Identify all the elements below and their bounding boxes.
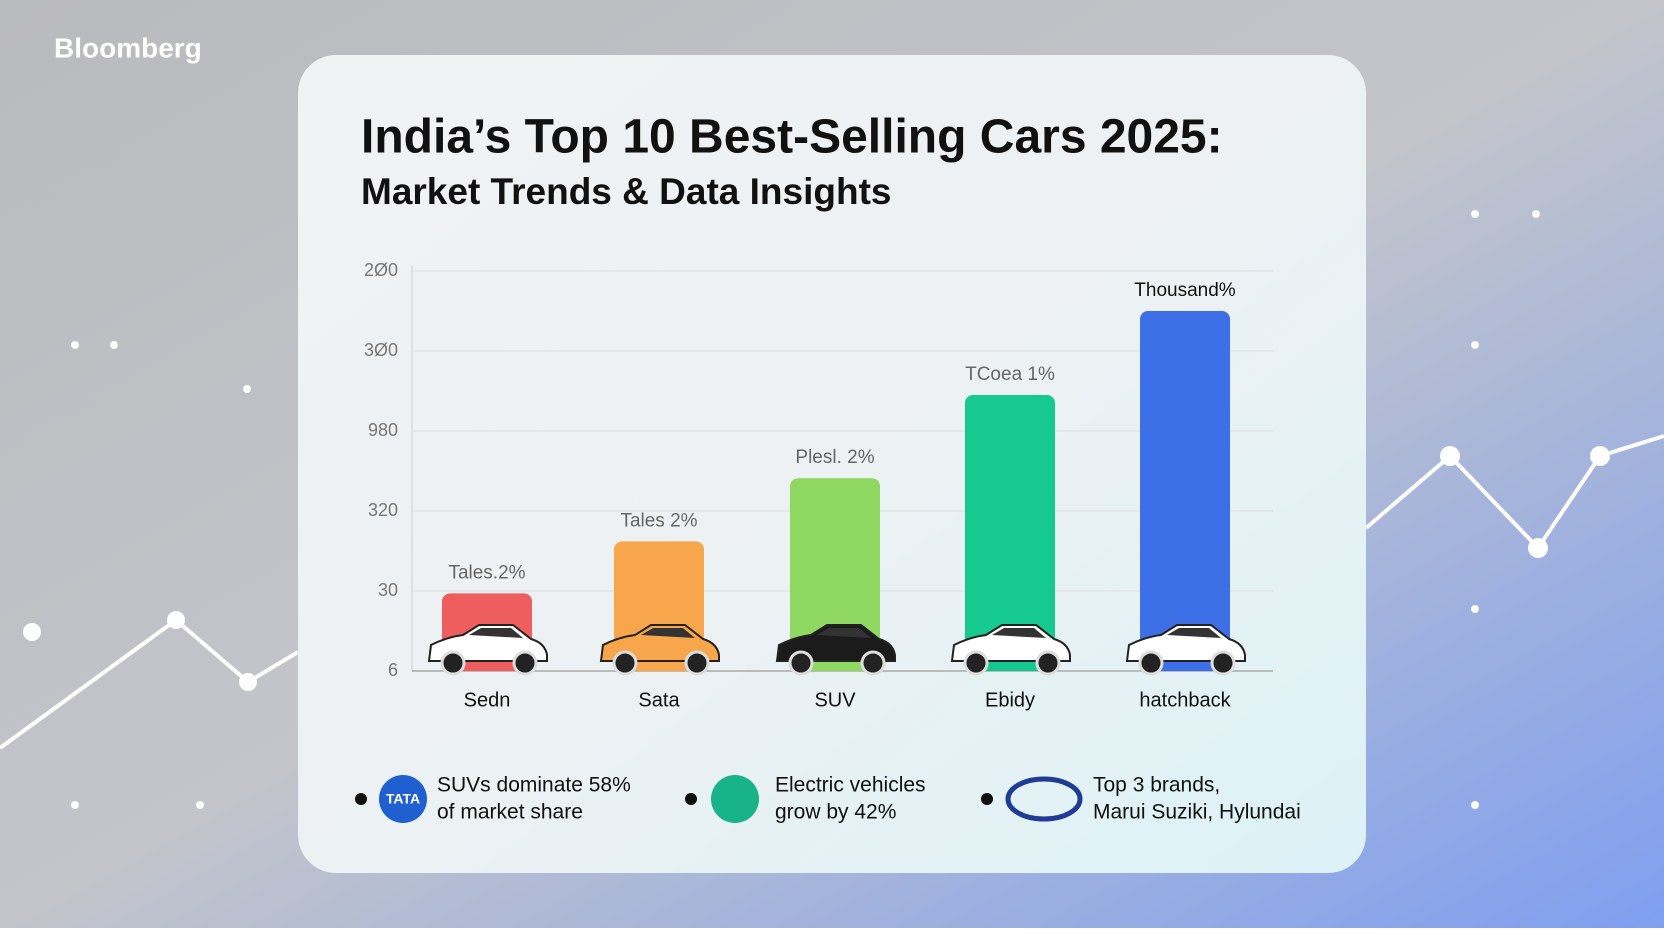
car-icon: [427, 624, 548, 676]
car-wheel: [512, 650, 538, 676]
brand-icon: [379, 775, 427, 823]
insights: TATA SUVs dominate 58% of market share Elec…: [355, 774, 1301, 824]
car-wheel: [612, 650, 638, 676]
car-icon: [775, 624, 896, 676]
car-wheel: [1138, 650, 1164, 676]
x-tick-label: SUV: [814, 689, 856, 711]
insight-text: grow by 42%: [775, 801, 896, 824]
bar: [1140, 311, 1230, 671]
y-tick-label: 320: [368, 500, 398, 520]
bar: [965, 395, 1055, 671]
bullet: [685, 793, 697, 805]
car-icon: [1125, 624, 1246, 676]
plot: 6 30 320 980 3Ø0 2Ø0 Tales.2% Sedn Tales 2% Sata P…: [364, 260, 1273, 711]
x-tick-label: hatchback: [1139, 689, 1231, 711]
bullet: [355, 793, 367, 805]
chart-subtitle: Market Trends & Data Insights: [361, 171, 891, 212]
car-window: [469, 628, 523, 638]
insight-text: of market share: [437, 801, 583, 824]
icon-text: TATA: [386, 791, 420, 807]
x-tick-label: Ebidy: [985, 689, 1035, 711]
brand-icon: [711, 775, 759, 823]
insight-text: Marui Suziki, Hylundai: [1093, 801, 1301, 824]
car-wheel: [1210, 650, 1236, 676]
y-tick-label: 30: [378, 580, 398, 600]
car-wheel: [1035, 650, 1061, 676]
car-wheel: [788, 650, 814, 676]
car-wheel: [440, 650, 466, 676]
y-tick-label: 3Ø0: [364, 340, 398, 360]
bar-label: Thousand%: [1134, 280, 1236, 301]
y-tick-label: 6: [388, 660, 398, 680]
car-icon: [950, 624, 1071, 676]
car-window: [641, 628, 695, 638]
y-tick-label: 980: [368, 420, 398, 440]
decor-dots: [23, 210, 1610, 809]
insight-text: SUVs dominate 58%: [437, 774, 631, 797]
x-tick-label: Sata: [638, 689, 680, 711]
car-window: [992, 628, 1046, 638]
bar-label: Plesl. 2%: [795, 447, 874, 468]
y-tick-label: 2Ø0: [364, 260, 398, 280]
bullet: [981, 793, 993, 805]
car-wheel: [860, 650, 886, 676]
x-tick-label: Sedn: [464, 689, 511, 711]
bar-label: Tales 2%: [620, 510, 697, 531]
bar-label: Tales.2%: [448, 562, 525, 583]
card: [298, 55, 1366, 873]
car-window: [817, 628, 871, 638]
car-wheel: [684, 650, 710, 676]
insight-text: Top 3 brands,: [1093, 774, 1220, 797]
car-icon: [599, 624, 720, 676]
chart-title: India’s Top 10 Best-Selling Cars 2025:: [361, 111, 1223, 164]
bar-label: TCoea 1%: [965, 364, 1055, 385]
brand-logo: Bloomberg: [54, 32, 202, 63]
car-wheel: [963, 650, 989, 676]
brand-icon: [1005, 776, 1083, 822]
car-window: [1167, 628, 1221, 638]
insight-text: Electric vehicles: [775, 774, 926, 797]
bar: [790, 478, 880, 671]
